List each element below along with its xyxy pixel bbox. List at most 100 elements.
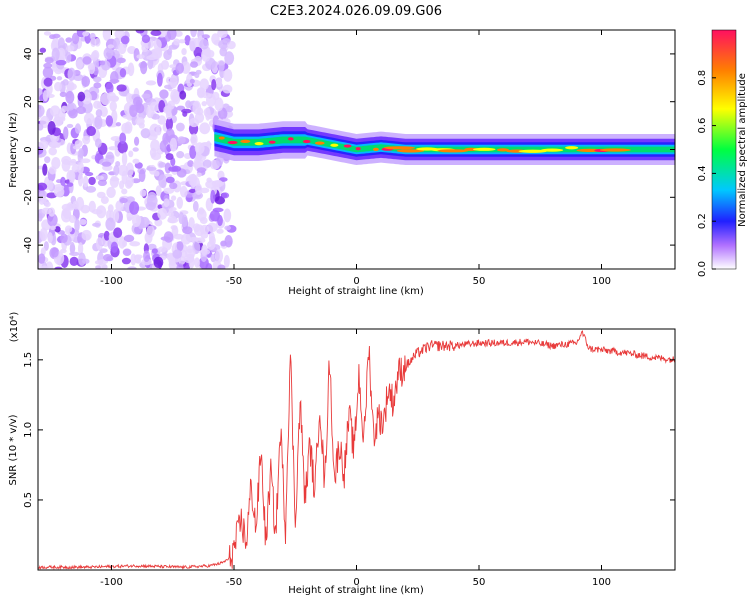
- noise-blob: [105, 217, 116, 231]
- signal-peak: [518, 149, 548, 153]
- noise-blob: [117, 42, 127, 55]
- noise-blob: [199, 217, 208, 225]
- noise-blob: [71, 32, 80, 45]
- spectrogram-y-ticks: -40 -20 0 20 40: [23, 48, 675, 253]
- noise-blob: [69, 241, 76, 255]
- noise-blob: [223, 208, 232, 223]
- colorbar: 0.0 0.2 0.4 0.6 0.8 Normalized spectral ampl…: [697, 29, 748, 277]
- noise-blob: [188, 254, 195, 269]
- noise-blob: [192, 100, 202, 115]
- noise-blob: [77, 173, 84, 187]
- noise-blob: [107, 204, 114, 213]
- noise-blob: [43, 241, 49, 251]
- noise-blob: [169, 182, 178, 190]
- noise-blob: [227, 40, 236, 50]
- snr-marks: [38, 330, 675, 570]
- noise-blob: [141, 34, 151, 44]
- spectrogram-panel: -100 -50 0 50 100 -40 -20 0 20 40 Height of stra…: [8, 29, 676, 297]
- noise-blob: [122, 114, 133, 119]
- noise-blob: [121, 152, 128, 166]
- noise-blob: [109, 100, 118, 112]
- noise-blob: [175, 62, 185, 74]
- noise-blob: [48, 166, 57, 175]
- x-tick-label: -100: [100, 276, 123, 287]
- noise-blob: [65, 90, 75, 104]
- noise-blob: [103, 253, 113, 262]
- noise-blob: [122, 240, 128, 248]
- noise-blob: [55, 59, 67, 66]
- noise-blob: [51, 141, 60, 147]
- noise-blob: [89, 32, 96, 40]
- colorbar-ticks: 0.0 0.2 0.4 0.6 0.8: [697, 70, 716, 277]
- noise-blob: [77, 161, 84, 175]
- noise-blob: [43, 31, 52, 36]
- noise-blob: [157, 246, 167, 253]
- noise-blob: [170, 225, 178, 230]
- noise-blob: [116, 84, 127, 92]
- noise-blob: [180, 233, 192, 245]
- spectrogram-x-ticks: -100 -50 0 50 100: [100, 30, 611, 287]
- noise-blob: [131, 214, 141, 228]
- noise-blob: [39, 227, 48, 242]
- noise-blob: [154, 218, 163, 227]
- noise-blob: [62, 79, 69, 86]
- y-tick-label: 40: [23, 48, 34, 61]
- noise-blob: [77, 242, 84, 255]
- noise-blob: [176, 241, 184, 252]
- spectrogram-y-label: Frequency (Hz): [8, 112, 19, 188]
- noise-blob: [81, 76, 91, 87]
- noise-blob: [93, 82, 102, 89]
- noise-blob: [83, 112, 95, 125]
- noise-blob: [158, 162, 167, 168]
- noise-blob: [51, 247, 59, 258]
- noise-blob: [224, 51, 235, 65]
- noise-blob: [67, 67, 76, 81]
- noise-blob: [153, 38, 162, 51]
- noise-blob: [135, 117, 145, 126]
- noise-blob: [205, 180, 217, 189]
- noise-blob: [201, 100, 207, 107]
- noise-blob: [82, 175, 89, 188]
- snr-y-ticks: 0.5 1.0 1.5: [23, 352, 675, 508]
- noise-blob: [222, 37, 231, 44]
- noise-blob: [138, 168, 146, 183]
- x-tick-label: -50: [226, 276, 242, 287]
- noise-blob: [199, 122, 211, 135]
- noise-blob: [90, 37, 97, 47]
- snr-x-label: Height of straight line (km): [288, 585, 424, 596]
- noise-blob: [146, 105, 155, 119]
- noise-blob: [93, 100, 102, 109]
- noise-blob: [44, 201, 51, 208]
- noise-blob: [100, 196, 109, 205]
- y-tick-label: 1.5: [23, 352, 34, 368]
- noise-blob: [223, 68, 233, 82]
- noise-blob: [44, 156, 51, 164]
- noise-blob: [80, 158, 91, 164]
- noise-blob: [85, 186, 97, 193]
- noise-blob: [125, 162, 134, 177]
- noise-blob: [165, 153, 174, 161]
- spectrogram-x-label: Height of straight line (km): [288, 286, 424, 297]
- noise-blob: [54, 81, 62, 92]
- noise-blob: [65, 51, 72, 63]
- noise-blob: [54, 69, 63, 75]
- noise-blob: [42, 163, 48, 176]
- noise-blob: [165, 176, 175, 184]
- colorbar-tick-label: 0.6: [697, 118, 708, 134]
- noise-blob: [38, 253, 46, 264]
- signal-peak: [287, 137, 294, 141]
- noise-blob: [163, 198, 170, 208]
- noise-blob: [163, 187, 175, 194]
- snr-y-multiplier: (x10⁴): [9, 312, 20, 343]
- noise-blob: [100, 92, 111, 106]
- x-tick-label: 100: [592, 577, 611, 588]
- noise-blob: [195, 183, 203, 195]
- noise-blob: [193, 257, 201, 268]
- x-tick-label: -50: [226, 577, 242, 588]
- noise-blob: [64, 225, 73, 233]
- y-tick-label: 0.5: [23, 492, 34, 508]
- noise-blob: [184, 34, 191, 46]
- x-tick-label: 0: [353, 577, 359, 588]
- noise-blob: [119, 132, 127, 145]
- snr-panel: -100 -50 0 50 100 0.5 1.0 1.5 Height of straig…: [8, 312, 676, 596]
